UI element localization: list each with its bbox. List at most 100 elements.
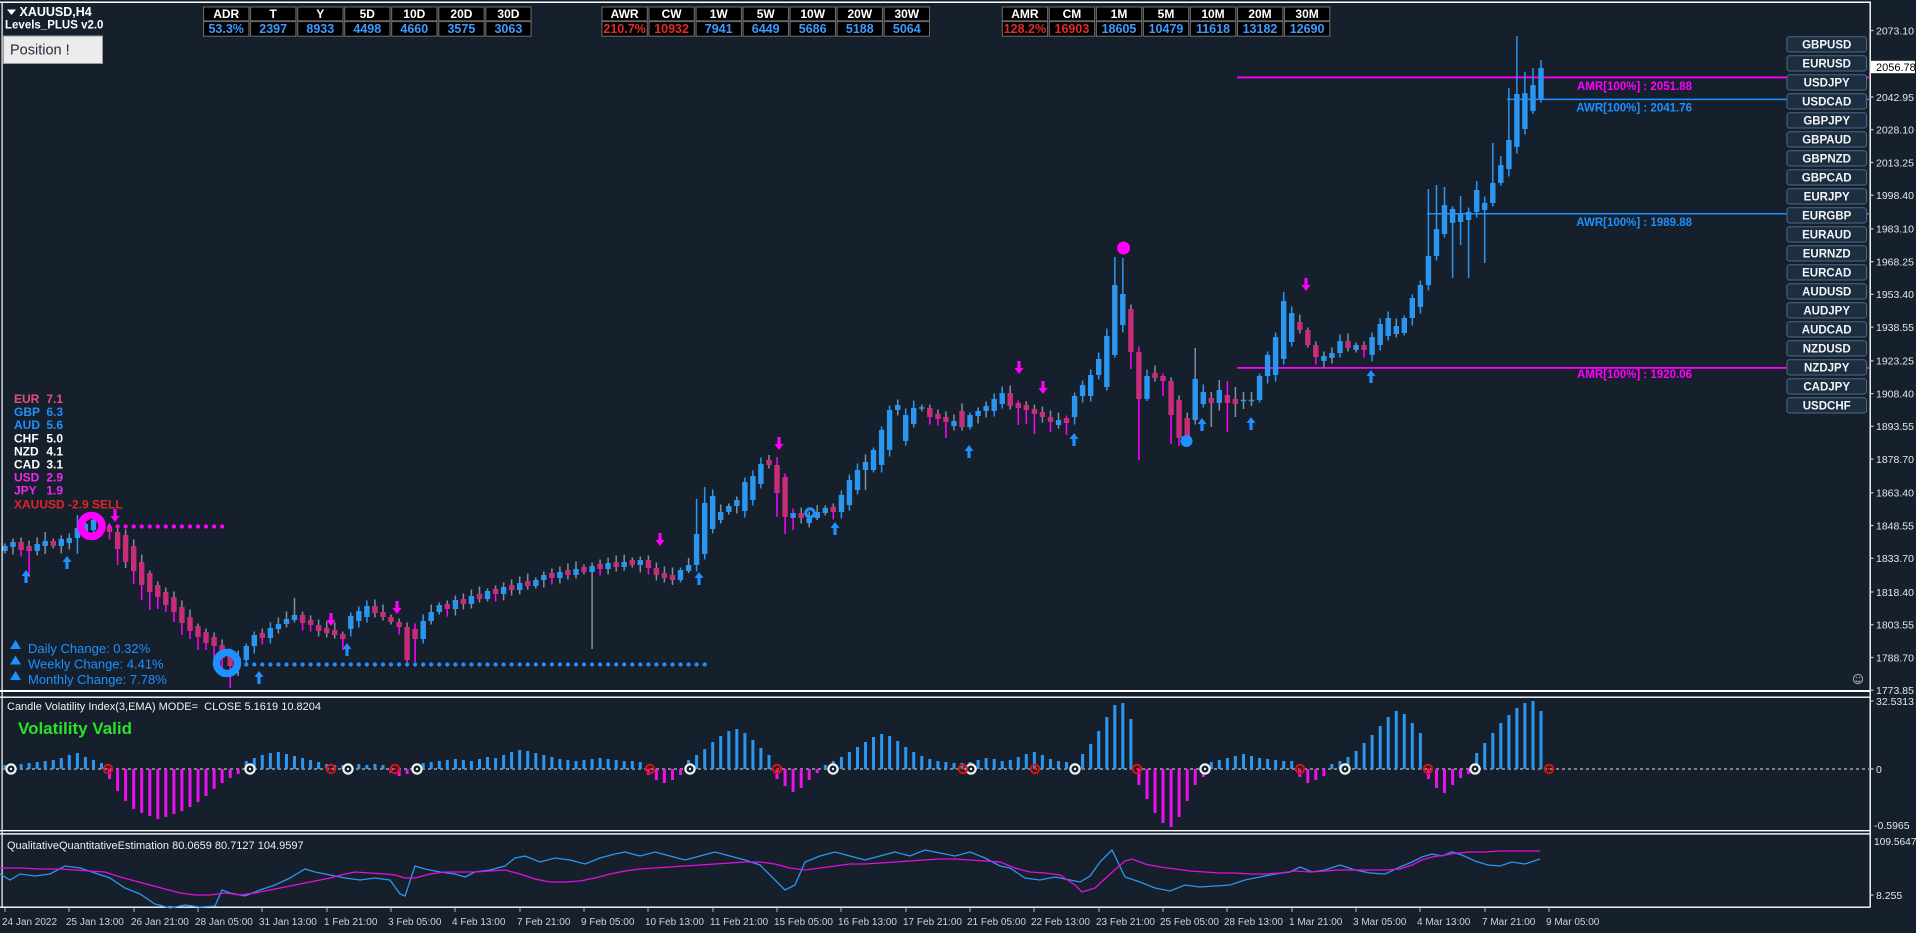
svg-text:3063: 3063: [494, 22, 522, 36]
svg-text:17 Feb 21:00: 17 Feb 21:00: [903, 917, 962, 928]
svg-text:-0.5965: -0.5965: [1874, 820, 1910, 832]
svg-text:16903: 16903: [1055, 22, 1090, 36]
svg-text:2056.78: 2056.78: [1876, 62, 1916, 74]
svg-text:EUR: EUR: [14, 392, 40, 406]
svg-text:5686: 5686: [799, 22, 827, 36]
svg-text:CADJPY: CADJPY: [1803, 382, 1850, 394]
svg-text:128.2%: 128.2%: [1004, 22, 1046, 36]
svg-text:10 Feb 13:00: 10 Feb 13:00: [645, 917, 704, 928]
svg-text:4498: 4498: [353, 22, 381, 36]
svg-text:USDCHF: USDCHF: [1803, 401, 1851, 413]
svg-text:10M: 10M: [1201, 7, 1224, 21]
svg-text:1908.40: 1908.40: [1876, 388, 1914, 400]
svg-text:AMR: AMR: [1011, 7, 1039, 21]
svg-text:1 Feb 21:00: 1 Feb 21:00: [324, 917, 378, 928]
svg-text:25 Feb 05:00: 25 Feb 05:00: [1160, 917, 1219, 928]
svg-text:EURGBP: EURGBP: [1802, 211, 1852, 223]
svg-text:1818.40: 1818.40: [1876, 587, 1914, 599]
svg-text:2073.10: 2073.10: [1876, 25, 1914, 37]
svg-text:6.3: 6.3: [46, 405, 63, 419]
svg-text:1983.10: 1983.10: [1876, 224, 1914, 236]
svg-text:NZDJPY: NZDJPY: [1804, 363, 1850, 375]
svg-text:1848.55: 1848.55: [1876, 520, 1914, 532]
svg-text:GBPNZD: GBPNZD: [1802, 154, 1851, 166]
svg-text:Levels_PLUS v2.0: Levels_PLUS v2.0: [5, 20, 103, 32]
svg-text:11618: 11618: [1196, 22, 1230, 36]
svg-text:10479: 10479: [1149, 22, 1184, 36]
svg-text:JPY: JPY: [14, 484, 37, 498]
svg-text:EURCAD: EURCAD: [1802, 268, 1851, 280]
svg-text:T: T: [270, 7, 278, 21]
svg-text:Position !: Position !: [10, 43, 70, 59]
svg-text:4 Mar 13:00: 4 Mar 13:00: [1417, 917, 1471, 928]
svg-text:26 Jan 21:00: 26 Jan 21:00: [131, 917, 189, 928]
svg-text:5D: 5D: [360, 7, 376, 21]
svg-text:AUDUSD: AUDUSD: [1802, 287, 1851, 299]
svg-text:AUD: AUD: [14, 418, 40, 432]
svg-text:NZDUSD: NZDUSD: [1803, 344, 1851, 356]
svg-text:USD: USD: [14, 471, 40, 485]
svg-text:1 Mar 21:00: 1 Mar 21:00: [1289, 917, 1343, 928]
svg-text:23 Feb 21:00: 23 Feb 21:00: [1096, 917, 1155, 928]
svg-text:1938.55: 1938.55: [1876, 322, 1914, 334]
svg-text:7.1: 7.1: [46, 392, 63, 406]
svg-text:AWR: AWR: [611, 7, 639, 21]
svg-text:18605: 18605: [1102, 22, 1137, 36]
svg-text:GBPCAD: GBPCAD: [1802, 173, 1852, 185]
svg-text:Candle Volatility Index(3,EMA): Candle Volatility Index(3,EMA) MODE= CLO…: [7, 701, 321, 713]
svg-text:3 Feb 05:00: 3 Feb 05:00: [388, 917, 442, 928]
svg-text:1833.70: 1833.70: [1876, 553, 1914, 565]
svg-text:31 Jan 13:00: 31 Jan 13:00: [259, 917, 317, 928]
svg-text:1788.70: 1788.70: [1876, 652, 1914, 664]
svg-text:2397: 2397: [259, 22, 287, 36]
svg-text:16 Feb 13:00: 16 Feb 13:00: [838, 917, 897, 928]
svg-text:7941: 7941: [705, 22, 733, 36]
svg-text:Monthly Change: 7.78%: Monthly Change: 7.78%: [28, 672, 167, 687]
svg-text:AMR[100%] : 2051.88: AMR[100%] : 2051.88: [1577, 81, 1693, 93]
svg-text:2028.10: 2028.10: [1876, 125, 1914, 137]
svg-text:XAUUSD -2.9 SELL: XAUUSD -2.9 SELL: [14, 497, 123, 511]
svg-text:NZD: NZD: [14, 444, 39, 458]
svg-text:1863.40: 1863.40: [1876, 488, 1914, 500]
svg-text:20D: 20D: [450, 7, 472, 21]
svg-text:CW: CW: [662, 7, 683, 21]
svg-text:4.1: 4.1: [46, 444, 63, 458]
svg-text:AWR[100%] : 2041.76: AWR[100%] : 2041.76: [1576, 103, 1692, 115]
svg-text:30D: 30D: [497, 7, 519, 21]
svg-text:21 Feb 05:00: 21 Feb 05:00: [967, 917, 1026, 928]
svg-text:5M: 5M: [1158, 7, 1175, 21]
svg-text:4 Feb 13:00: 4 Feb 13:00: [452, 917, 506, 928]
svg-text:8933: 8933: [306, 22, 334, 36]
svg-text:CM: CM: [1063, 7, 1082, 21]
svg-text:AMR[100%] : 1920.06: AMR[100%] : 1920.06: [1577, 369, 1692, 381]
svg-text:CHF: CHF: [14, 431, 39, 445]
svg-text:1923.25: 1923.25: [1876, 356, 1914, 368]
svg-text:5.6: 5.6: [46, 418, 63, 432]
svg-text:GBP: GBP: [14, 405, 40, 419]
svg-text:1M: 1M: [1111, 7, 1128, 21]
svg-text:GBPAUD: GBPAUD: [1802, 135, 1851, 147]
svg-text:AUDJPY: AUDJPY: [1803, 306, 1850, 318]
svg-text:ADR: ADR: [213, 7, 239, 21]
svg-text:12690: 12690: [1290, 22, 1325, 36]
svg-text:1953.40: 1953.40: [1876, 289, 1914, 301]
svg-text:210.7%: 210.7%: [603, 22, 645, 36]
svg-text:USDCAD: USDCAD: [1802, 97, 1851, 109]
svg-text:2042.95: 2042.95: [1876, 92, 1914, 104]
svg-text:20W: 20W: [847, 7, 872, 21]
svg-text:5188: 5188: [846, 22, 874, 36]
svg-text:5.0: 5.0: [46, 431, 63, 445]
svg-text:1W: 1W: [710, 7, 729, 21]
svg-text:GBPUSD: GBPUSD: [1802, 40, 1851, 52]
svg-text:9 Feb 05:00: 9 Feb 05:00: [581, 917, 635, 928]
svg-text:XAUUSD,H4: XAUUSD,H4: [20, 5, 92, 19]
svg-text:AUDCAD: AUDCAD: [1802, 325, 1852, 337]
svg-text:7 Mar 21:00: 7 Mar 21:00: [1482, 917, 1536, 928]
svg-text:53.3%: 53.3%: [208, 22, 243, 36]
svg-text:1893.55: 1893.55: [1876, 421, 1914, 433]
svg-text:1773.85: 1773.85: [1876, 685, 1914, 697]
svg-text:20M: 20M: [1248, 7, 1271, 21]
svg-text:11 Feb 21:00: 11 Feb 21:00: [710, 917, 769, 928]
svg-text:5W: 5W: [757, 7, 776, 21]
svg-text:22 Feb 13:00: 22 Feb 13:00: [1031, 917, 1090, 928]
